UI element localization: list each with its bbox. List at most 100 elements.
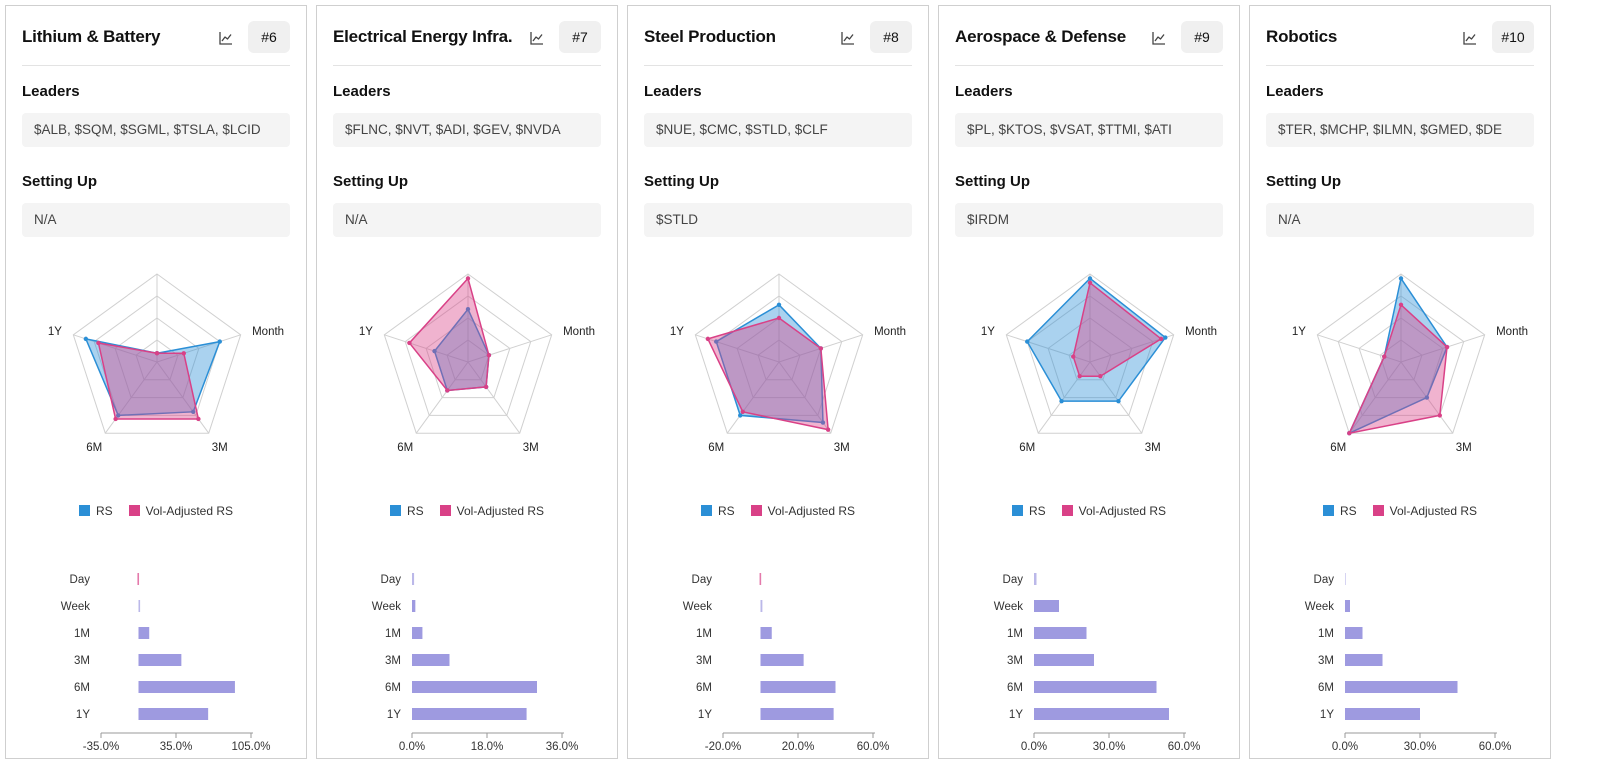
legend-item-rs[interactable]: RS <box>700 504 735 518</box>
radar-grid-ring <box>114 317 200 399</box>
bar-x-tick-label: -20.0% <box>705 741 741 753</box>
radar-spoke <box>1089 361 1143 434</box>
rank-badge: #6 <box>248 21 290 53</box>
bar-mark <box>1034 708 1169 720</box>
radar-point <box>825 427 831 432</box>
leaders-value: $PL, $KTOS, $VSAT, $TTMI, $ATI <box>955 113 1223 147</box>
radar-series-vol-adjusted <box>1347 303 1448 435</box>
leaders-label: Leaders <box>1266 83 1324 100</box>
legend-item-rs[interactable]: RS <box>1011 504 1046 518</box>
radar-point <box>1163 335 1168 340</box>
legend-item-vol-adjusted[interactable]: Vol-Adjusted RS <box>1372 504 1477 518</box>
legend-item-vol-adjusted[interactable]: Vol-Adjusted RS <box>439 504 544 518</box>
radar-chart: Week Month 3M 6M 1Y <box>1292 261 1528 454</box>
legend-swatch <box>1322 505 1334 516</box>
legend-label: RS <box>406 504 424 518</box>
bar-category-label: Day <box>70 574 91 586</box>
radar-grid-ring <box>757 339 801 381</box>
chart-line-icon[interactable] <box>1462 30 1478 46</box>
radar-axis-label: 1Y <box>359 326 373 338</box>
legend-item-vol-adjusted[interactable]: Vol-Adjusted RS <box>128 504 234 518</box>
card-title: Electrical Energy Infra. <box>333 27 513 46</box>
bar-category-label: 6M <box>74 682 90 694</box>
setting-up-value: $STLD <box>644 203 912 237</box>
radar-spoke <box>415 361 469 434</box>
setting-up-value: N/A <box>1266 203 1534 237</box>
bar-category-label: Day <box>381 574 402 586</box>
radar-point <box>1077 374 1082 379</box>
radar-point <box>483 384 489 390</box>
legend-item-rs[interactable]: RS <box>78 504 113 518</box>
radar-point <box>1059 398 1064 404</box>
radar-point <box>1158 336 1164 342</box>
chart-line-icon[interactable] <box>840 30 856 46</box>
legend-item-vol-adjusted[interactable]: Vol-Adjusted RS <box>1061 504 1167 518</box>
radar-point <box>83 336 89 342</box>
legend-swatch <box>1011 505 1023 516</box>
bar-mark <box>759 573 762 585</box>
bar-mark <box>412 600 416 612</box>
chart-legend: RS Vol-Adjusted RS <box>317 504 617 518</box>
chart-line-icon[interactable] <box>218 30 234 46</box>
bar-category-label: 1Y <box>76 709 90 721</box>
industry-card: Electrical Energy Infra. #7 Leaders $FLNC, … <box>316 5 618 759</box>
bar-category-label: 1Y <box>1320 709 1334 721</box>
legend-item-rs[interactable]: RS <box>1322 504 1357 518</box>
radar-point <box>818 346 824 351</box>
radar-chart: Week Month 3M 6M 1Y <box>670 261 906 454</box>
radar-point <box>445 388 450 393</box>
bar-mark <box>1345 708 1420 720</box>
radar-point <box>154 351 160 356</box>
radar-point <box>714 339 719 344</box>
bar-category-label: Day <box>692 574 713 586</box>
bar-mark <box>1034 654 1094 666</box>
radar-point <box>738 413 743 418</box>
legend-label: Vol-Adjusted RS <box>145 504 234 518</box>
bar-mark <box>138 627 150 639</box>
bar-category-label: 1M <box>1318 628 1334 640</box>
bar-category-label: 1Y <box>1009 709 1023 721</box>
radar-grid-ring <box>1379 339 1423 381</box>
bar-x-tick-label: 0.0% <box>1021 741 1047 753</box>
bar-x-tick-label: 35.0% <box>160 741 193 753</box>
rank-badge: #8 <box>870 21 912 53</box>
radar-point <box>776 315 782 321</box>
bar-x-tick-label: 105.0% <box>231 741 270 753</box>
rank-badge: #10 <box>1492 21 1534 53</box>
radar-axis-label: 3M <box>1456 442 1472 454</box>
legend-item-rs[interactable]: RS <box>389 504 424 518</box>
setting-up-value: N/A <box>333 203 601 237</box>
legend-label: Vol-Adjusted RS <box>1078 504 1167 518</box>
radar-spoke <box>1006 334 1091 363</box>
radar-grid-ring <box>1358 317 1444 399</box>
radar-series-rs <box>1347 276 1448 435</box>
bar-category-label: 3M <box>74 655 90 667</box>
leaders-value: $FLNC, $NVT, $ADI, $GEV, $NVDA <box>333 113 601 147</box>
leaders-label: Leaders <box>333 83 391 100</box>
bar-mark <box>1345 573 1346 585</box>
chart-line-icon[interactable] <box>1151 30 1167 46</box>
radar-axis-label: 6M <box>708 442 724 454</box>
radar-grid-ring <box>1316 273 1486 434</box>
radar-grid-ring <box>446 339 490 381</box>
bar-mark <box>1034 627 1087 639</box>
radar-point <box>820 420 826 425</box>
radar-point <box>1087 280 1093 285</box>
setting-up-label: Setting Up <box>22 173 97 190</box>
radar-point <box>1087 276 1093 281</box>
bar-category-label: Day <box>1003 574 1024 586</box>
radar-axis-label: Week <box>1075 261 1104 263</box>
chart-line-icon[interactable] <box>529 30 545 46</box>
radar-point <box>1116 398 1121 404</box>
radar-axis-label: Week <box>764 261 793 263</box>
radar-point <box>181 351 186 356</box>
legend-item-vol-adjusted[interactable]: Vol-Adjusted RS <box>750 504 855 518</box>
radar-axis-label: Week <box>142 261 171 263</box>
radar-spoke <box>467 334 552 363</box>
bar-mark <box>760 708 834 720</box>
radar-point <box>740 409 745 415</box>
radar-axis-label: Month <box>874 326 906 338</box>
legend-swatch <box>128 505 140 516</box>
radar-axis-label: 3M <box>834 442 850 454</box>
chart-legend: RS Vol-Adjusted RS <box>6 504 306 518</box>
